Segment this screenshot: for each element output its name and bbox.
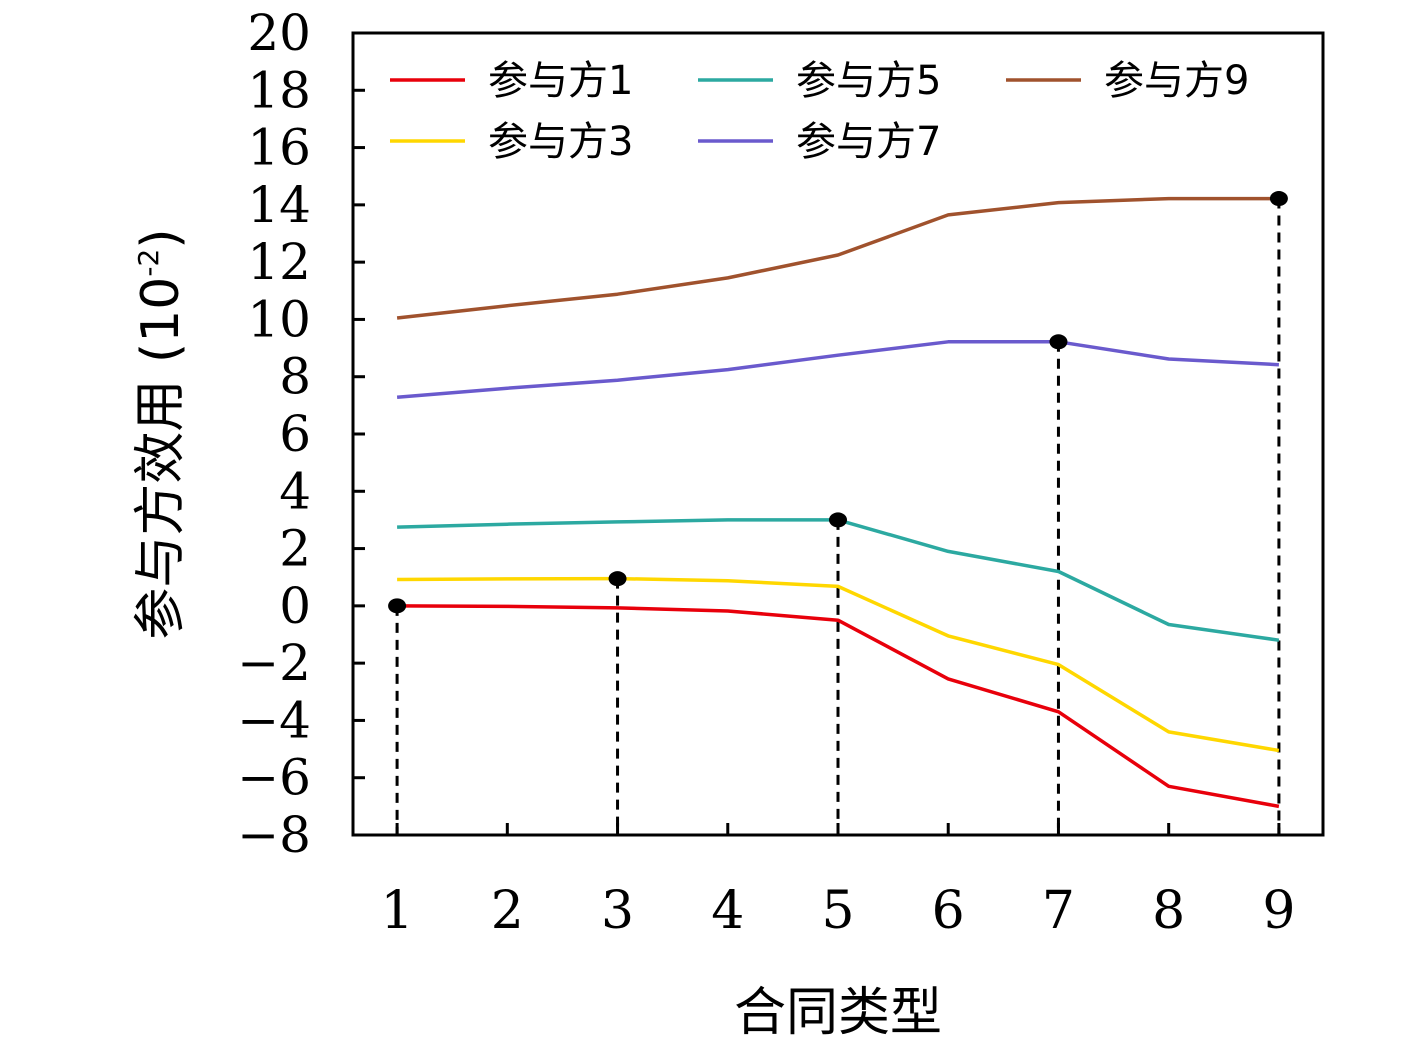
y-axis-title-main: 参与方效用 (10 [131,277,191,640]
x-tick-label: 2 [491,881,524,941]
x-tick-label: 1 [381,881,414,941]
y-tick-label: 10 [247,290,311,348]
x-tick-label: 7 [1042,881,1075,941]
legend-label: 参与方7 [796,119,941,165]
plot-frame [351,31,1325,837]
legend: 参与方1 参与方3 参与方5 参与方7 参与方9 [390,58,1249,165]
data-point-marker [388,598,407,614]
y-tick-label: −2 [237,634,311,692]
y-tick-label: −6 [237,749,311,807]
y-tick-label: 14 [247,176,311,234]
legend-label: 参与方5 [796,58,941,104]
y-tick-label: 4 [279,462,311,520]
y-axis-title-exponent: -2 [132,249,165,277]
x-axis-title: 合同类型 [734,983,942,1041]
y-tick-label: 12 [247,233,311,291]
y-tick-label: 2 [279,520,311,578]
x-tick-label: 5 [821,881,854,941]
y-tick-label: −8 [237,806,311,864]
y-tick-label: 8 [279,348,311,406]
legend-label: 参与方1 [488,58,633,104]
legend-label: 参与方9 [1104,58,1249,104]
series-line-2 [397,576,1280,753]
y-tick-label: −4 [237,691,311,749]
data-point-marker [1269,191,1288,207]
y-tick-label: 0 [279,577,311,635]
y-tick-label: 6 [279,405,311,463]
plot-area [388,191,1288,835]
x-tick-label: 9 [1262,881,1295,941]
y-axis-title-close: ) [131,228,191,248]
data-point-marker [829,512,847,528]
legend-label: 参与方3 [488,119,633,165]
series-line-1 [397,604,1280,809]
data-point-marker [608,571,627,587]
y-tick-label: 18 [247,61,311,119]
x-tick-label: 3 [601,881,634,941]
data-point-marker [1049,334,1068,350]
x-tick-label: 8 [1152,881,1185,941]
series-line-5 [396,196,1279,320]
y-axis-title: 参与方效用 (10-2) [131,228,191,639]
x-tick-label: 4 [711,881,744,941]
series-line-4 [396,340,1279,400]
x-tick-label: 6 [932,881,965,941]
y-tick-label: 20 [247,4,311,62]
y-tick-label: 16 [247,119,311,177]
